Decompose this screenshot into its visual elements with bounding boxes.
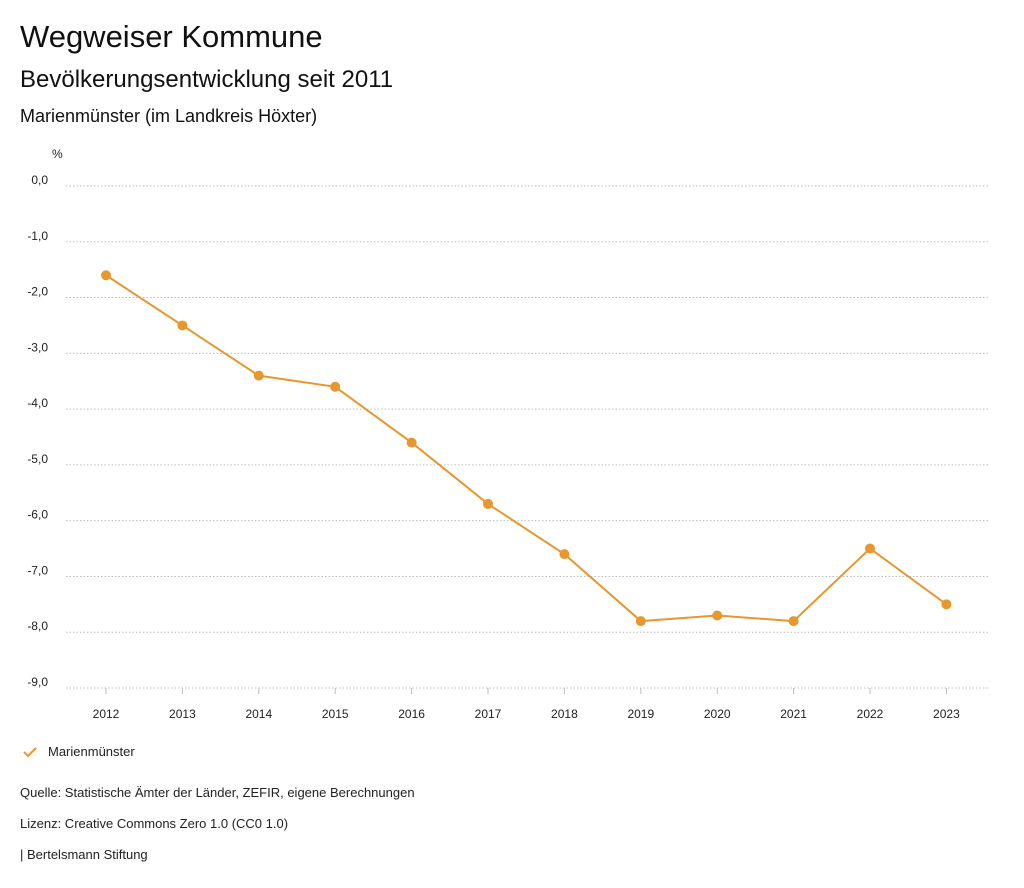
y-tick-label: -4,0 xyxy=(27,396,48,410)
y-tick-label: -9,0 xyxy=(27,675,48,689)
y-tick-label: -8,0 xyxy=(27,619,48,633)
x-tick-label: 2014 xyxy=(245,707,272,721)
publisher-note: | Bertelsmann Stiftung xyxy=(20,847,148,862)
data-point[interactable] xyxy=(635,616,646,627)
chart-subtitle: Bevölkerungsentwicklung seit 2011 xyxy=(20,66,394,93)
y-tick-label: 0,0 xyxy=(31,173,48,187)
legend-item-marienmuenster[interactable]: Marienmünster xyxy=(22,744,135,759)
y-tick-label: -3,0 xyxy=(27,340,48,354)
x-tick-label: 2020 xyxy=(704,707,731,721)
x-tick-label: 2012 xyxy=(93,707,120,721)
y-tick-label: -6,0 xyxy=(27,508,48,522)
data-point[interactable] xyxy=(253,370,264,381)
data-point[interactable] xyxy=(865,543,875,554)
x-tick-label: 2022 xyxy=(857,707,884,721)
y-tick-label: -7,0 xyxy=(27,563,48,577)
page-title: Wegweiser Kommune xyxy=(20,19,323,54)
series-line xyxy=(105,274,947,623)
x-tick-label: 2013 xyxy=(169,707,196,721)
line-chart: % 0,0 -1,0 -2,0 -3,0 -4,0 -5,0 -6,0 -7,0 -8,0 -9,… xyxy=(27,147,990,721)
x-tick-label: 2015 xyxy=(322,707,349,721)
data-point[interactable] xyxy=(177,320,188,331)
legend-label: Marienmünster xyxy=(48,744,135,759)
data-point[interactable] xyxy=(712,610,723,621)
y-tick-label: -1,0 xyxy=(27,229,48,243)
checkmark-icon xyxy=(23,746,37,757)
region-label: Marienmünster (im Landkreis Höxter) xyxy=(20,106,318,126)
x-tick-label: 2016 xyxy=(398,707,425,721)
y-axis-unit-label: % xyxy=(52,147,63,161)
data-point[interactable] xyxy=(406,437,417,448)
data-point[interactable] xyxy=(559,549,570,560)
y-tick-label: -2,0 xyxy=(27,285,48,299)
data-point[interactable] xyxy=(483,498,493,509)
x-tick-label: 2021 xyxy=(780,707,807,721)
data-point[interactable] xyxy=(941,599,952,610)
x-tick-label: 2019 xyxy=(627,707,654,721)
x-tick-label: 2023 xyxy=(933,707,960,721)
license-note: Lizenz: Creative Commons Zero 1.0 (CC0 1… xyxy=(20,816,289,831)
y-tick-label: -5,0 xyxy=(27,452,48,466)
data-point[interactable] xyxy=(788,616,799,627)
x-tick-label: 2017 xyxy=(475,707,502,721)
x-tick-label: 2018 xyxy=(551,707,578,721)
source-note: Quelle: Statistische Ämter der Länder, Z… xyxy=(20,785,415,800)
data-point[interactable] xyxy=(330,381,341,392)
data-point[interactable] xyxy=(101,270,111,281)
